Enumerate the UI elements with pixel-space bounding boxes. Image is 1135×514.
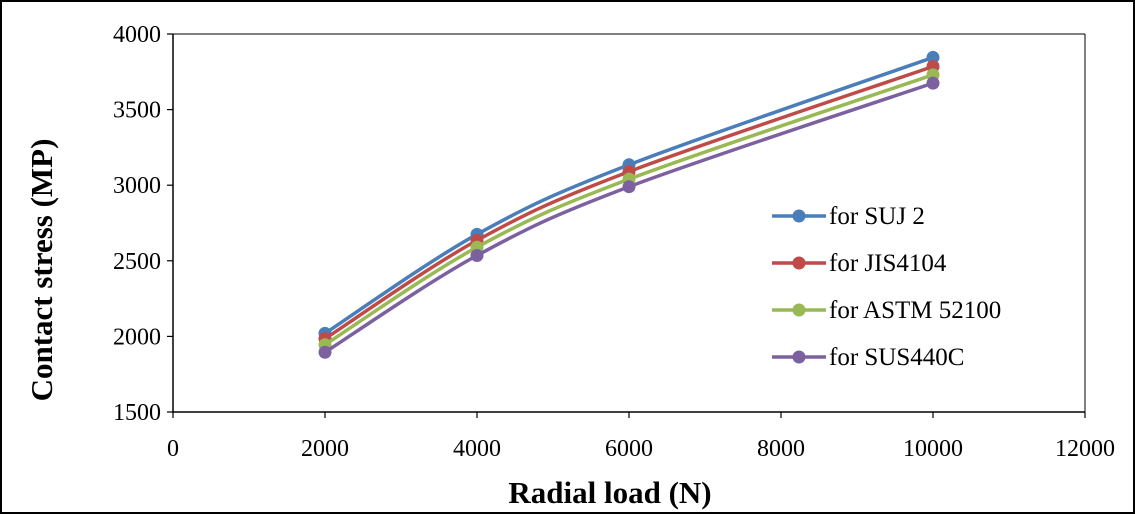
y-tick-label: 3500: [113, 98, 161, 124]
series-lines: [318, 50, 940, 359]
y-axis-title: Contact stress (MP): [24, 139, 59, 402]
legend-marker: [792, 303, 806, 317]
x-tick-label: 12000: [1055, 436, 1115, 462]
legend-marker: [792, 209, 806, 223]
series-line: [324, 55, 934, 335]
legend-label: for ASTM 52100: [829, 297, 1001, 324]
x-tick-label: 2000: [301, 436, 349, 462]
y-tick-labels: 1500 2000 2500 3000 3500 4000: [113, 22, 173, 426]
legend-marker: [792, 350, 806, 364]
x-tick-labels: 0 2000 4000 6000 8000 10000 12000: [167, 412, 1115, 462]
legend-label: for SUJ 2: [829, 203, 925, 230]
legend-label: for JIS4104: [829, 250, 947, 277]
legend: for SUJ 2 for JIS4104 for ASTM 52100 for SU…: [772, 203, 1001, 371]
x-tick-label: 0: [167, 436, 179, 462]
x-tick-label: 10000: [903, 436, 963, 462]
x-tick-label: 4000: [453, 436, 501, 462]
y-tick-label: 2500: [113, 249, 161, 275]
series-line: [324, 64, 934, 341]
x-tick-label: 8000: [757, 436, 805, 462]
y-tick-label: 2000: [113, 324, 161, 350]
x-tick-label: 6000: [605, 436, 653, 462]
data-point: [318, 345, 332, 359]
series-line: [324, 73, 934, 347]
x-axis-title: Radial load (N): [508, 475, 711, 510]
data-point: [622, 180, 636, 194]
series-line: [324, 81, 934, 354]
y-tick-label: 1500: [113, 400, 161, 426]
y-tick-label: 3000: [113, 173, 161, 199]
data-point: [926, 50, 940, 64]
data-point: [926, 76, 940, 90]
legend-label: for SUS440C: [829, 344, 964, 371]
legend-marker: [792, 256, 806, 270]
y-tick-label: 4000: [113, 22, 161, 48]
data-point: [470, 249, 484, 263]
